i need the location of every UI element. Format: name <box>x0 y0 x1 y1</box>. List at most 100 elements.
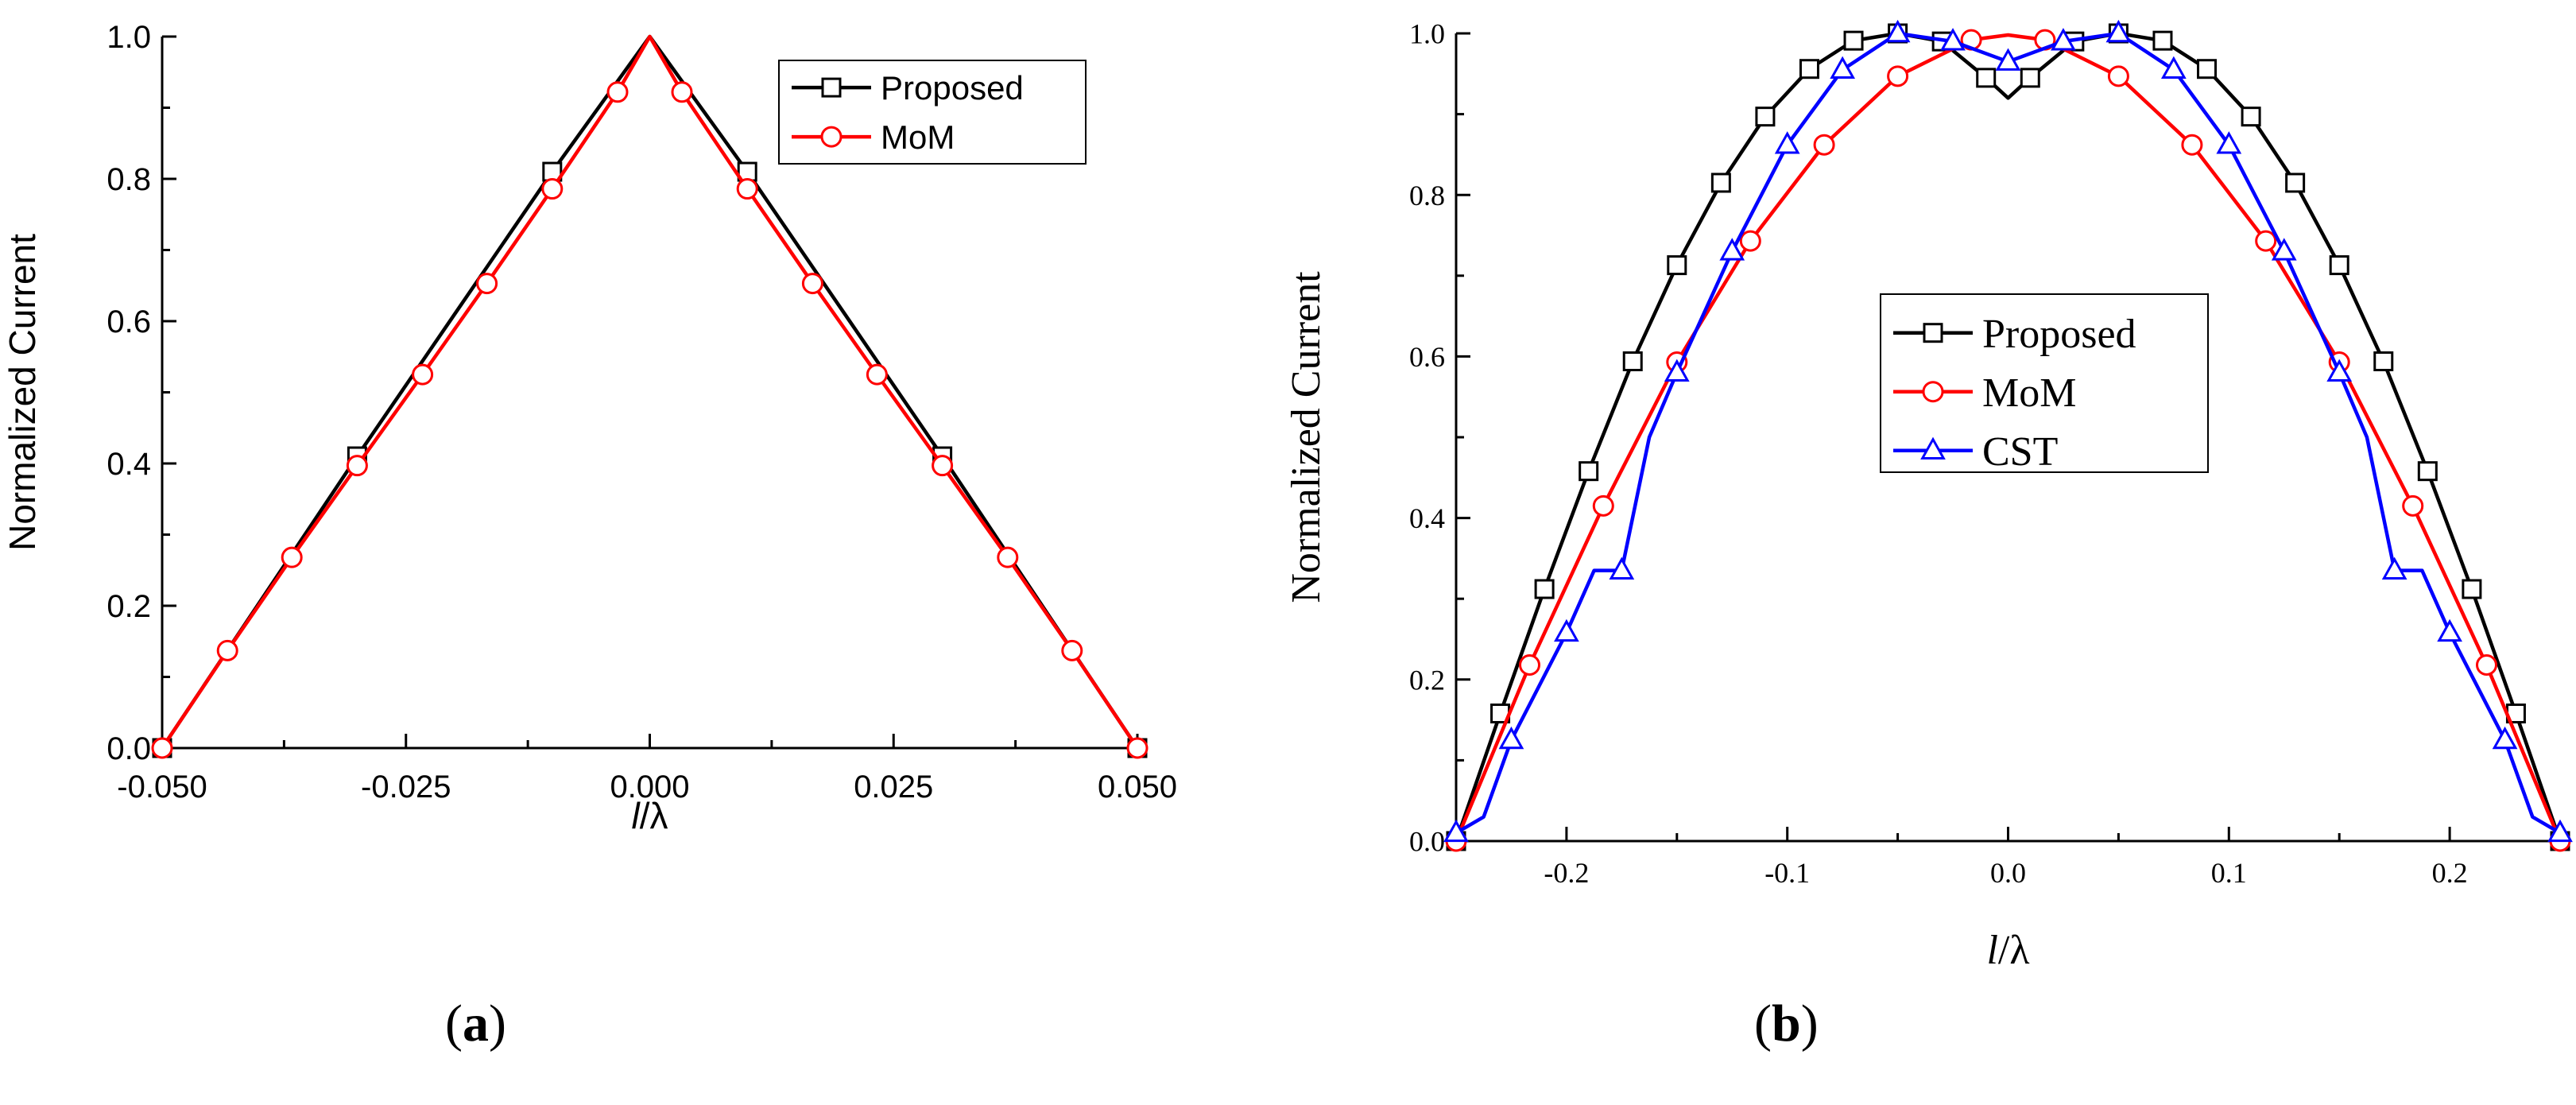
data-point <box>1719 238 1745 261</box>
data-point <box>2051 28 2076 51</box>
data-point <box>736 178 758 200</box>
legend-label: CST <box>1982 429 2058 475</box>
y-tick-label: 0.6 <box>107 304 151 339</box>
data-point <box>1609 556 1635 580</box>
y-tick-label: 1.0 <box>107 20 151 55</box>
chart-b: 0.0 0.2 0.4 0.6 0.8 1.0 -0.2 -0.1 0.0 0.1 0.2 l/λ No… <box>1284 18 2573 973</box>
data-point <box>606 81 629 103</box>
data-point <box>476 273 498 295</box>
series-line <box>1454 31 2562 842</box>
data-point <box>1443 819 1469 843</box>
x-tick-label: 0.000 <box>610 770 689 805</box>
panel-label-a: (a) <box>445 995 506 1053</box>
chart-a: 0.0 0.2 0.4 0.6 0.8 1.0 -0.050 -0.025 0.000 0.025… <box>2 20 1177 836</box>
y-tick-label: 0.4 <box>1409 502 1445 534</box>
data-point <box>2216 131 2242 154</box>
data-point <box>2326 359 2353 382</box>
series-mom <box>151 34 1149 759</box>
x-axis-label: l/λ <box>631 795 668 836</box>
data-point <box>1843 30 1864 51</box>
data-point <box>2475 654 2497 677</box>
x-tick-label: 0.025 <box>854 770 933 805</box>
x-tick-label: -0.050 <box>117 770 207 805</box>
legend-swatch-marker <box>1922 381 1944 403</box>
data-point <box>1940 28 1966 51</box>
data-point <box>2285 173 2306 193</box>
legend-swatch-marker <box>821 77 842 98</box>
data-point <box>2160 56 2187 79</box>
y-tick-label: 0.0 <box>107 731 151 766</box>
data-point <box>997 546 1019 568</box>
data-point <box>2462 579 2482 599</box>
y-tick-label: 0.4 <box>107 447 151 482</box>
y-tick-label: 0.2 <box>1409 664 1445 696</box>
legend-label: MoM <box>1982 370 2076 416</box>
y-tick-label: 0.8 <box>1409 180 1445 211</box>
series-mom <box>1445 29 2571 852</box>
data-point <box>1885 19 1911 43</box>
data-point <box>281 546 303 568</box>
data-point <box>1739 230 1761 252</box>
data-point <box>1554 618 1579 642</box>
data-point <box>2105 19 2132 43</box>
x-tick-label: 0.1 <box>2211 857 2247 889</box>
legend: Proposed MoM CST <box>1880 293 2209 475</box>
legend-swatch-marker <box>820 126 843 148</box>
data-point <box>1592 494 1614 517</box>
data-point <box>866 363 888 386</box>
data-point <box>1813 134 1835 156</box>
data-point <box>1664 359 1690 382</box>
data-point <box>346 455 368 477</box>
data-point <box>1710 173 1731 193</box>
x-tick-label: -0.2 <box>1544 857 1589 889</box>
y-tick-label: 0.0 <box>1409 826 1445 858</box>
data-point <box>2329 255 2349 276</box>
data-point <box>1799 59 1819 79</box>
legend: Proposed MoM <box>778 60 1087 165</box>
x-tick-label: 0.0 <box>1990 857 2026 889</box>
data-point <box>1755 107 1776 127</box>
data-point <box>2437 618 2462 642</box>
data-point <box>1774 131 1800 154</box>
series-line <box>161 34 1139 750</box>
data-point <box>1579 461 1599 482</box>
y-tick-label: 0.8 <box>107 162 151 197</box>
series-cst <box>1443 19 2573 843</box>
data-point <box>2547 819 2573 843</box>
data-point <box>541 178 564 200</box>
data-point <box>671 81 693 103</box>
y-tick-label: 0.6 <box>1409 341 1445 373</box>
y-axis-label: Normalized Current <box>1284 271 1329 603</box>
data-point <box>2492 726 2518 750</box>
data-point <box>2107 65 2129 87</box>
data-point <box>2271 238 2297 261</box>
panel-label-b: (b) <box>1754 995 1819 1053</box>
data-point <box>1622 351 1643 371</box>
legend-label: Proposed <box>881 69 1024 107</box>
data-point <box>2181 134 2203 156</box>
data-point <box>1534 579 1555 599</box>
data-point <box>2020 68 2040 88</box>
y-axis-label: Normalized Current <box>2 234 43 551</box>
x-tick-label: 0.2 <box>2432 857 2468 889</box>
data-point <box>2402 494 2424 517</box>
data-point <box>1887 65 1909 87</box>
series-proposed <box>1446 23 2570 851</box>
y-tick-label: 1.0 <box>1409 18 1445 50</box>
data-point <box>801 273 823 295</box>
data-point <box>2373 351 2394 371</box>
x-axis-label: l/λ <box>1986 928 2029 973</box>
data-point <box>1126 737 1149 759</box>
data-point <box>412 363 434 386</box>
data-point <box>1830 56 1856 79</box>
x-tick-label: -0.025 <box>361 770 451 805</box>
data-point <box>1976 68 1997 88</box>
data-point <box>2197 59 2218 79</box>
data-point <box>1519 654 1541 677</box>
data-point <box>216 639 238 661</box>
series-line <box>1454 33 2562 842</box>
data-point <box>2255 230 2277 252</box>
data-point <box>1667 255 1687 276</box>
y-tick-label: 0.2 <box>107 589 151 624</box>
data-point <box>2381 556 2407 580</box>
